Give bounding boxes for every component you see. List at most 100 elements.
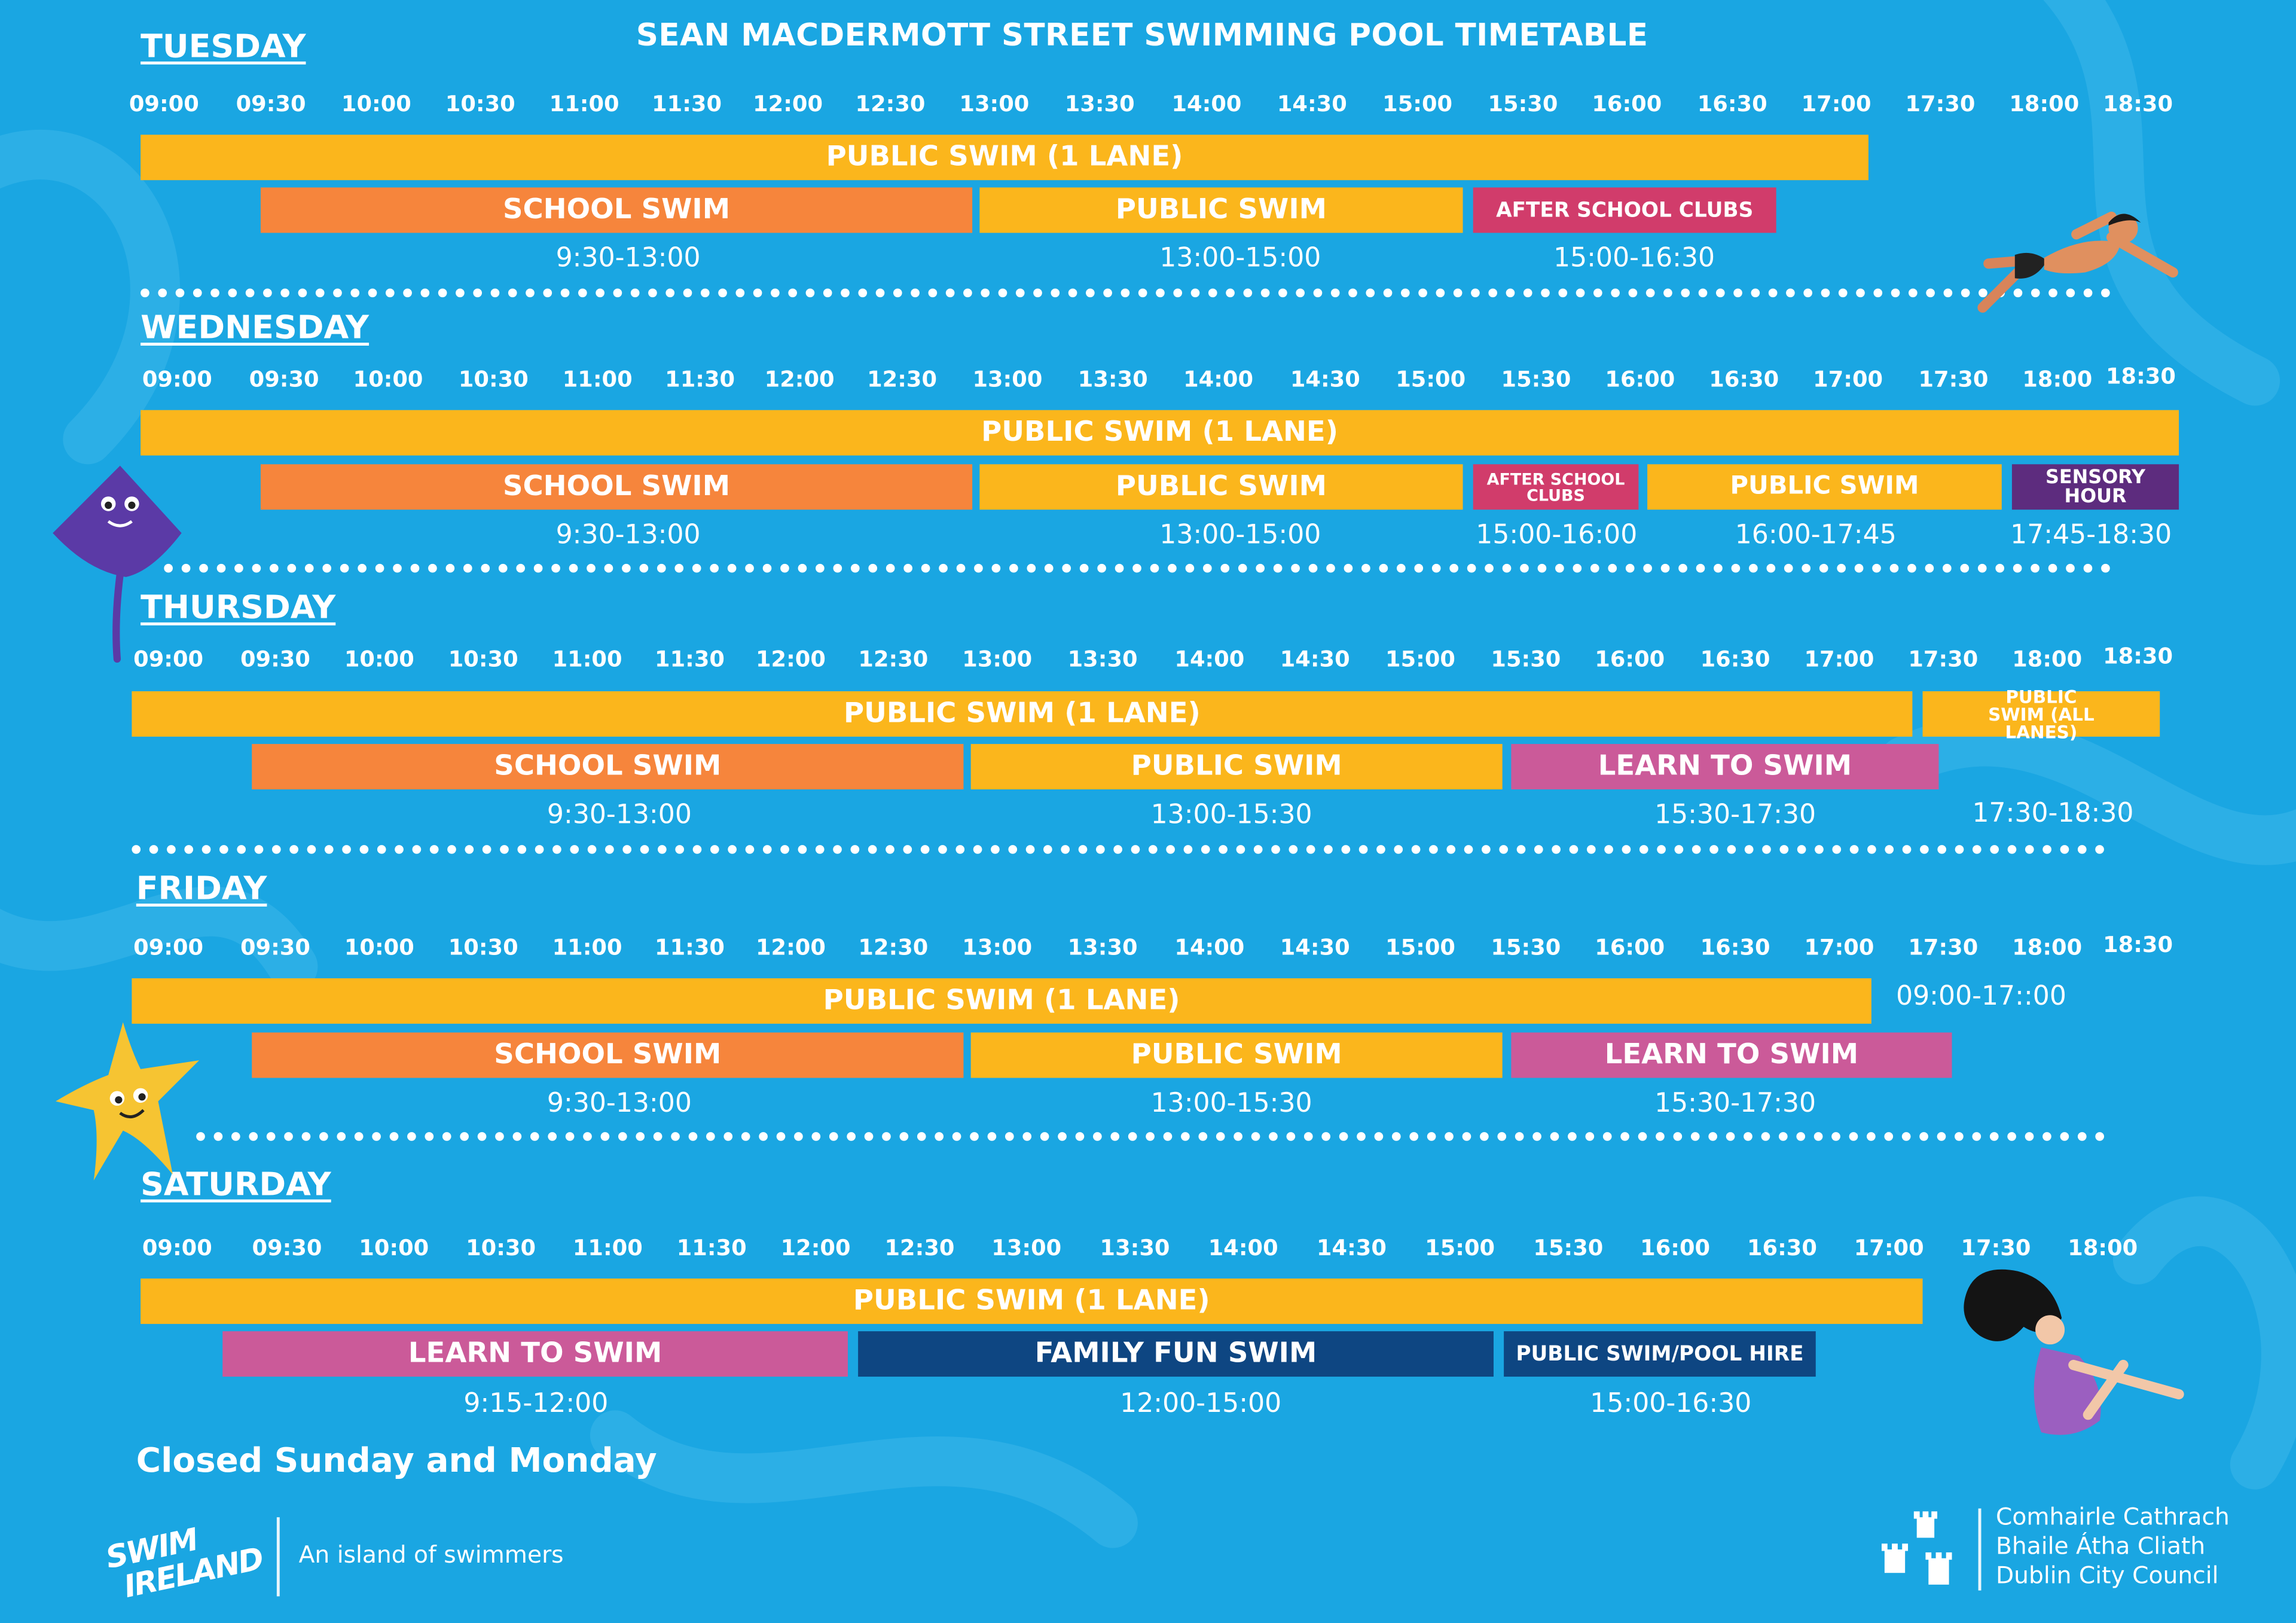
- time-tick: 13:30: [1067, 934, 1138, 961]
- time-tick: 09:30: [240, 934, 310, 961]
- session-after-school-clubs: AFTER SCHOOL CLUBS: [1473, 187, 1776, 233]
- time-tick: 18:00: [2022, 366, 2093, 393]
- time-tick: 17:00: [1804, 934, 1874, 961]
- session-time-range: 13:00-15:00: [1159, 243, 1321, 274]
- session-time-range: 13:00-15:00: [1159, 520, 1321, 551]
- time-tick: 11:30: [655, 646, 725, 673]
- session-public-swim: PUBLIC SWIM: [1647, 464, 2002, 510]
- day-divider: [164, 563, 2112, 573]
- logo-divider: [276, 1517, 280, 1597]
- time-tick: 13:30: [1067, 646, 1138, 673]
- time-tick: 15:00: [1396, 366, 1466, 393]
- session-time-range: 13:00-15:30: [1150, 800, 1312, 831]
- time-tick: 14:00: [1171, 90, 1242, 117]
- time-tick: 16:00: [1640, 1234, 1711, 1261]
- session-sensory-hour: SENSORY HOUR: [2011, 464, 2179, 510]
- session-public-swim: PUBLIC SWIM: [970, 744, 1503, 790]
- time-tick: 14:30: [1316, 1234, 1387, 1261]
- time-tick: 09:00: [142, 1234, 212, 1261]
- time-tick: 11:30: [665, 366, 735, 393]
- council-divider: [1978, 1508, 1981, 1591]
- time-tick: 11:30: [676, 1234, 747, 1261]
- time-tick: 12:30: [858, 646, 929, 673]
- day-heading-wednesday: WEDNESDAY: [141, 310, 370, 347]
- session-learn-to-swim: LEARN TO SWIM: [222, 1331, 848, 1377]
- session-school-swim: SCHOOL SWIM: [252, 744, 964, 790]
- time-tick: 18:00: [2068, 1234, 2138, 1261]
- time-tick: 15:00: [1385, 934, 1455, 961]
- session-time-range: 17:45-18:30: [2010, 520, 2172, 551]
- time-tick: 12:00: [764, 366, 835, 393]
- session-time-range: 9:30-13:00: [555, 520, 701, 551]
- session-time-range: 9:30-13:00: [555, 243, 701, 274]
- time-tick: 12:00: [780, 1234, 851, 1261]
- time-tick: 13:00: [962, 646, 1033, 673]
- stingray-icon: [53, 465, 182, 663]
- session-learn-to-swim: LEARN TO SWIM: [1511, 744, 1939, 790]
- time-tick: 18:00: [2009, 90, 2080, 117]
- time-tick: 17:00: [1801, 90, 1871, 117]
- time-tick: 10:30: [466, 1234, 536, 1261]
- session-time-range: 09:00-17::00: [1896, 981, 2066, 1012]
- session-public-swim: PUBLIC SWIM: [970, 1032, 1503, 1078]
- session-public-swim: PUBLIC SWIM: [979, 464, 1463, 510]
- time-tick: 10:00: [359, 1234, 429, 1261]
- time-tick: 17:30: [1908, 646, 1979, 673]
- time-tick: 16:30: [1697, 90, 1767, 117]
- time-tick: 11:00: [562, 366, 633, 393]
- time-tick: 14:00: [1174, 646, 1245, 673]
- session-school-swim: SCHOOL SWIM: [252, 1032, 964, 1078]
- time-tick: 14:30: [1280, 646, 1350, 673]
- session-time-range: 15:30-17:30: [1654, 800, 1816, 831]
- day-divider: [196, 1132, 2106, 1141]
- time-tick: 16:30: [1700, 646, 1770, 673]
- session-public-swim-1-lane: PUBLIC SWIM (1 LANE): [132, 978, 1871, 1024]
- session-time-range: 9:30-13:00: [546, 800, 692, 831]
- session-time-range: 12:00-15:00: [1120, 1388, 1282, 1420]
- day-divider: [132, 845, 2106, 854]
- session-family-fun-swim: FAMILY FUN SWIM: [858, 1331, 1494, 1377]
- session-public-swim-1-lane: PUBLIC SWIM (1 LANE): [141, 410, 2179, 456]
- session-time-range: 15:30-17:30: [1654, 1088, 1816, 1119]
- time-tick: 13:00: [972, 366, 1043, 393]
- time-tick: 16:00: [1605, 366, 1675, 393]
- session-public-swim-1-lane: PUBLIC SWIM (1 LANE): [132, 691, 1913, 737]
- session-time-range: 9:15-12:00: [463, 1388, 609, 1420]
- time-tick: 15:00: [1385, 646, 1455, 673]
- time-tick: 12:30: [858, 934, 929, 961]
- starfish-icon: [56, 1022, 200, 1180]
- time-tick: 18:30: [2103, 931, 2173, 958]
- time-tick: 16:30: [1747, 1234, 1817, 1261]
- session-time-range: 16:00-17:45: [1735, 520, 1897, 551]
- time-tick: 15:00: [1425, 1234, 1495, 1261]
- time-tick: 11:00: [552, 934, 622, 961]
- time-tick: 17:30: [1905, 90, 1976, 117]
- time-tick: 18:00: [2012, 646, 2083, 673]
- time-tick: 10:00: [344, 934, 414, 961]
- council-line: Dublin City Council: [1995, 1561, 2219, 1590]
- session-time-range: 15:00-16:30: [1553, 243, 1715, 274]
- session-school-swim: SCHOOL SWIM: [260, 187, 973, 233]
- time-tick: 17:30: [1918, 366, 1989, 393]
- day-divider: [141, 288, 2112, 298]
- time-tick: 15:30: [1533, 1234, 1604, 1261]
- time-tick: 12:00: [753, 90, 823, 117]
- time-tick: 16:30: [1700, 934, 1770, 961]
- dublin-city-council-name: Comhairle Cathrach Bhaile Átha Cliath Du…: [1996, 1503, 2230, 1591]
- time-tick: 09:30: [240, 646, 310, 673]
- time-tick: 09:00: [133, 934, 204, 961]
- time-tick: 10:00: [344, 646, 414, 673]
- time-tick: 13:30: [1064, 90, 1135, 117]
- time-tick: 11:30: [655, 934, 725, 961]
- time-tick: 11:30: [652, 90, 722, 117]
- swimmer-icon: [1977, 211, 2178, 313]
- session-time-range: 17:30-18:30: [1972, 798, 2134, 829]
- time-tick: 15:30: [1491, 934, 1561, 961]
- time-tick: 14:00: [1208, 1234, 1278, 1261]
- day-heading-tuesday: TUESDAY: [141, 29, 306, 66]
- session-time-range: 9:30-13:00: [546, 1088, 692, 1119]
- time-tick: 17:30: [1961, 1234, 2031, 1261]
- time-tick: 09:00: [142, 366, 212, 393]
- time-tick: 12:00: [755, 646, 826, 673]
- time-tick: 15:30: [1488, 90, 1558, 117]
